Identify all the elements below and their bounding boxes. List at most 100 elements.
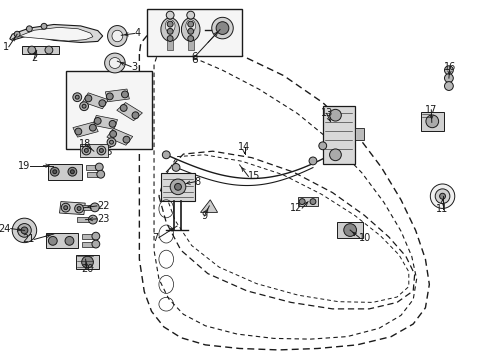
Text: 20: 20 [81, 264, 93, 274]
Polygon shape [105, 89, 129, 102]
Bar [85, 165, 100, 170]
Circle shape [99, 100, 105, 107]
Circle shape [50, 167, 59, 176]
Circle shape [12, 218, 37, 243]
Circle shape [167, 21, 173, 27]
Text: 5: 5 [105, 147, 112, 157]
Polygon shape [82, 93, 108, 109]
Text: 18: 18 [79, 139, 92, 149]
Circle shape [95, 163, 103, 171]
Ellipse shape [109, 58, 121, 68]
Text: 22: 22 [97, 201, 109, 211]
Circle shape [92, 232, 100, 240]
Polygon shape [20, 27, 93, 41]
Circle shape [90, 203, 99, 212]
Circle shape [45, 46, 53, 54]
Bar [76, 255, 99, 269]
Polygon shape [200, 200, 217, 212]
Polygon shape [22, 46, 59, 54]
Text: 6: 6 [191, 52, 197, 62]
Circle shape [84, 149, 88, 152]
Circle shape [299, 199, 305, 204]
Polygon shape [73, 122, 98, 137]
Bar [322, 106, 354, 164]
Ellipse shape [104, 53, 125, 73]
Circle shape [21, 227, 28, 234]
Circle shape [167, 36, 173, 41]
Circle shape [439, 193, 445, 199]
Circle shape [82, 146, 91, 155]
Circle shape [309, 199, 315, 204]
Circle shape [172, 163, 180, 171]
Circle shape [425, 115, 438, 128]
Text: 17: 17 [424, 105, 437, 115]
Circle shape [75, 128, 81, 135]
Bar [337, 222, 362, 238]
Bar [187, 40, 193, 50]
Circle shape [123, 136, 130, 143]
Circle shape [97, 170, 104, 178]
Circle shape [109, 140, 113, 144]
Circle shape [343, 224, 356, 237]
Circle shape [65, 237, 74, 245]
Circle shape [14, 31, 20, 37]
Circle shape [85, 95, 92, 102]
Circle shape [73, 93, 81, 102]
Circle shape [211, 17, 233, 39]
Ellipse shape [112, 30, 122, 42]
Polygon shape [80, 144, 107, 157]
Bar [161, 173, 194, 201]
Text: 14: 14 [238, 142, 250, 152]
Circle shape [89, 124, 96, 131]
Bar [82, 234, 97, 239]
Circle shape [26, 26, 32, 32]
Circle shape [70, 170, 74, 174]
Circle shape [122, 91, 128, 98]
Circle shape [329, 149, 341, 161]
Circle shape [41, 23, 47, 29]
Circle shape [94, 117, 101, 124]
Bar [420, 112, 443, 131]
Bar [48, 164, 82, 180]
Bar [66, 71, 151, 149]
Circle shape [77, 207, 81, 211]
Circle shape [92, 240, 100, 248]
Bar [46, 233, 78, 248]
Circle shape [187, 21, 193, 27]
Text: 4: 4 [134, 28, 141, 39]
Ellipse shape [185, 19, 195, 32]
Circle shape [120, 104, 127, 111]
Circle shape [63, 206, 67, 210]
Circle shape [61, 203, 70, 212]
Ellipse shape [161, 18, 179, 41]
Text: 21: 21 [22, 234, 34, 244]
Circle shape [429, 184, 454, 208]
Circle shape [80, 102, 88, 111]
Bar [81, 205, 95, 210]
Ellipse shape [107, 26, 127, 46]
Ellipse shape [181, 18, 200, 41]
Circle shape [97, 146, 105, 155]
Circle shape [166, 11, 174, 19]
Circle shape [186, 11, 194, 19]
Text: 16: 16 [443, 62, 455, 72]
Polygon shape [354, 128, 364, 140]
Text: 15: 15 [248, 171, 260, 181]
Text: 24: 24 [0, 224, 11, 234]
Bar [298, 197, 317, 206]
Text: 2: 2 [31, 53, 37, 63]
Circle shape [444, 82, 452, 90]
Circle shape [75, 95, 79, 99]
Circle shape [109, 131, 116, 138]
Polygon shape [107, 129, 132, 145]
Polygon shape [117, 103, 142, 121]
Circle shape [187, 36, 193, 41]
Circle shape [167, 28, 173, 34]
Text: 11: 11 [435, 204, 448, 214]
Bar [87, 172, 102, 177]
Polygon shape [60, 202, 85, 215]
Circle shape [28, 46, 36, 54]
Circle shape [132, 112, 139, 119]
Circle shape [329, 109, 341, 121]
Circle shape [162, 151, 170, 159]
